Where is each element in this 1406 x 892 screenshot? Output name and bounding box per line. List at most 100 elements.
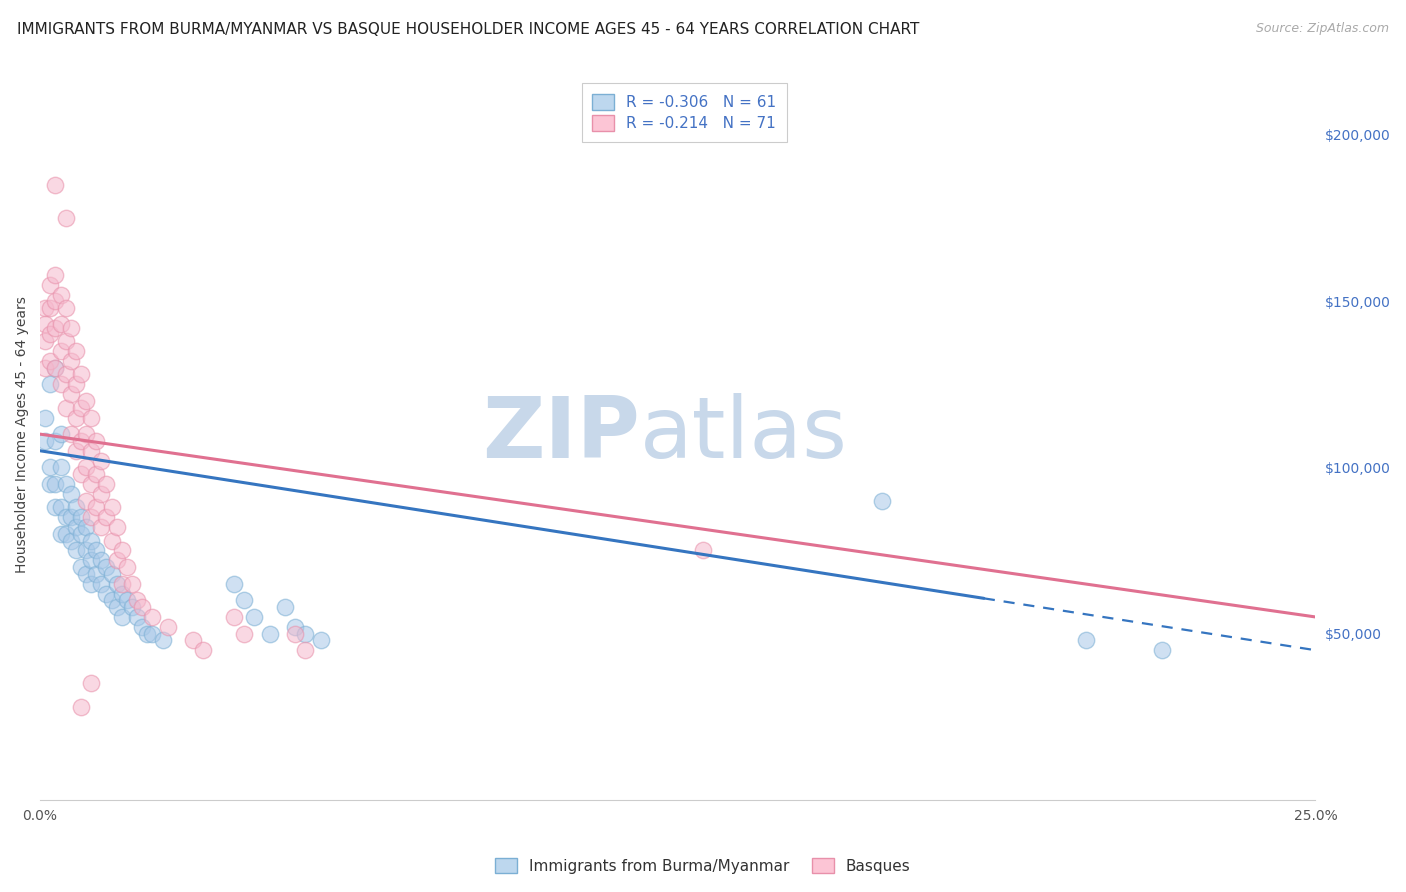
Point — [59, 320, 82, 334]
Point — [111, 610, 134, 624]
Point — [96, 510, 118, 524]
Text: ZIP: ZIP — [482, 392, 640, 475]
Point — [309, 633, 332, 648]
Point — [70, 699, 93, 714]
Point — [90, 520, 112, 534]
Point — [284, 626, 307, 640]
Point — [49, 318, 72, 332]
Point — [70, 368, 93, 382]
Point — [84, 543, 107, 558]
Point — [65, 443, 87, 458]
Point — [111, 587, 134, 601]
Text: atlas: atlas — [640, 392, 848, 475]
Point — [111, 543, 134, 558]
Point — [59, 427, 82, 442]
Point — [131, 620, 153, 634]
Point — [100, 500, 122, 515]
Point — [34, 410, 56, 425]
Point — [59, 387, 82, 401]
Point — [55, 510, 77, 524]
Point — [75, 493, 97, 508]
Point — [55, 211, 77, 225]
Point — [152, 633, 174, 648]
Point — [80, 477, 103, 491]
Point — [55, 301, 77, 315]
Point — [44, 360, 66, 375]
Point — [121, 576, 143, 591]
Point — [65, 344, 87, 359]
Point — [34, 434, 56, 448]
Point — [1074, 633, 1097, 648]
Point — [96, 587, 118, 601]
Point — [55, 477, 77, 491]
Point — [259, 626, 281, 640]
Point — [39, 277, 62, 292]
Point — [222, 576, 245, 591]
Point — [55, 401, 77, 415]
Point — [100, 533, 122, 548]
Point — [75, 427, 97, 442]
Point — [49, 500, 72, 515]
Point — [870, 493, 893, 508]
Point — [233, 593, 256, 607]
Point — [49, 427, 72, 442]
Point — [274, 599, 297, 614]
Point — [75, 566, 97, 581]
Text: IMMIGRANTS FROM BURMA/MYANMAR VS BASQUE HOUSEHOLDER INCOME AGES 45 - 64 YEARS CO: IMMIGRANTS FROM BURMA/MYANMAR VS BASQUE … — [17, 22, 920, 37]
Point — [49, 377, 72, 392]
Point — [193, 643, 215, 657]
Point — [692, 543, 714, 558]
Point — [49, 526, 72, 541]
Point — [156, 620, 179, 634]
Point — [44, 477, 66, 491]
Point — [44, 320, 66, 334]
Point — [75, 520, 97, 534]
Point — [222, 610, 245, 624]
Point — [65, 410, 87, 425]
Point — [44, 434, 66, 448]
Point — [90, 576, 112, 591]
Point — [90, 553, 112, 567]
Point — [65, 520, 87, 534]
Point — [80, 443, 103, 458]
Point — [100, 593, 122, 607]
Point — [80, 510, 103, 524]
Point — [181, 633, 204, 648]
Point — [84, 467, 107, 481]
Point — [70, 401, 93, 415]
Point — [44, 500, 66, 515]
Point — [59, 487, 82, 501]
Point — [105, 576, 128, 591]
Point — [80, 533, 103, 548]
Point — [55, 368, 77, 382]
Legend: R = -0.306   N = 61, R = -0.214   N = 71: R = -0.306 N = 61, R = -0.214 N = 71 — [582, 84, 787, 142]
Point — [65, 543, 87, 558]
Point — [115, 560, 138, 574]
Point — [70, 526, 93, 541]
Point — [39, 301, 62, 315]
Point — [70, 467, 93, 481]
Point — [39, 327, 62, 342]
Point — [55, 334, 77, 348]
Point — [233, 626, 256, 640]
Point — [39, 354, 62, 368]
Point — [75, 393, 97, 408]
Point — [34, 360, 56, 375]
Point — [70, 560, 93, 574]
Point — [131, 599, 153, 614]
Point — [70, 510, 93, 524]
Point — [100, 566, 122, 581]
Point — [80, 676, 103, 690]
Point — [39, 477, 62, 491]
Point — [49, 287, 72, 301]
Point — [44, 360, 66, 375]
Point — [105, 520, 128, 534]
Y-axis label: Householder Income Ages 45 - 64 years: Householder Income Ages 45 - 64 years — [15, 296, 30, 573]
Point — [90, 487, 112, 501]
Point — [294, 643, 316, 657]
Point — [65, 500, 87, 515]
Point — [84, 566, 107, 581]
Point — [80, 576, 103, 591]
Point — [80, 553, 103, 567]
Point — [141, 610, 163, 624]
